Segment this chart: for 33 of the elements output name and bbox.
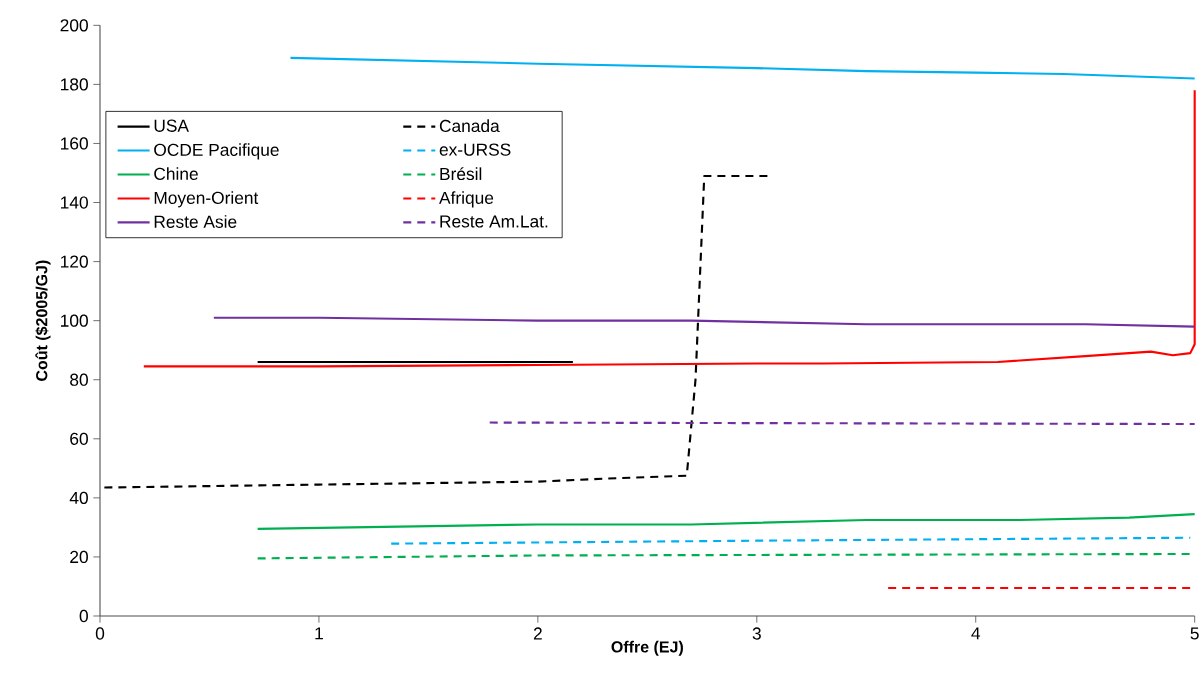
y-tick-label: 160 — [61, 137, 88, 150]
y-tick-label: 20 — [70, 550, 88, 564]
y-tick-label: 60 — [70, 432, 88, 445]
y-tick-label: 120 — [61, 255, 88, 268]
legend-label: USA — [154, 119, 189, 132]
x-tick-label: 1 — [315, 627, 323, 640]
y-tick-label: 140 — [61, 196, 88, 209]
legend-label: Reste Am.Lat. — [440, 215, 548, 228]
x-tick-label: 4 — [971, 627, 981, 640]
y-tick-label: 100 — [61, 314, 88, 327]
y-tick-label: 200 — [60, 19, 88, 32]
x-tick-label: 0 — [95, 627, 105, 640]
legend-label: Chine — [154, 167, 198, 180]
x-tick-label: 3 — [752, 627, 761, 640]
y-tick-label: 40 — [69, 491, 88, 504]
legend-label: Brésil — [440, 167, 482, 181]
legend-label: Reste Asie — [154, 215, 237, 228]
legend-label: OCDE Pacifique — [154, 143, 279, 160]
x-tick-label: 2 — [533, 627, 542, 640]
line-series — [289, 56, 1196, 80]
legend-label: ex-URSS — [439, 143, 511, 156]
line-series — [256, 513, 1196, 530]
line-series — [142, 89, 1196, 368]
y-axis-title: Coût ($2005/GJ) — [35, 260, 51, 381]
y-tick-label: 0 — [79, 609, 88, 623]
legend-label: Afrique — [439, 191, 494, 208]
y-tick-label: 80 — [70, 373, 88, 386]
y-tick-label: 180 — [61, 78, 88, 91]
x-tick-label: 5 — [1190, 627, 1199, 640]
x-axis-title: Offre (EJ) — [611, 640, 683, 656]
legend-label: Moyen-Orient — [154, 191, 259, 208]
line-series — [212, 316, 1196, 328]
legend-label: Canada — [439, 119, 500, 133]
